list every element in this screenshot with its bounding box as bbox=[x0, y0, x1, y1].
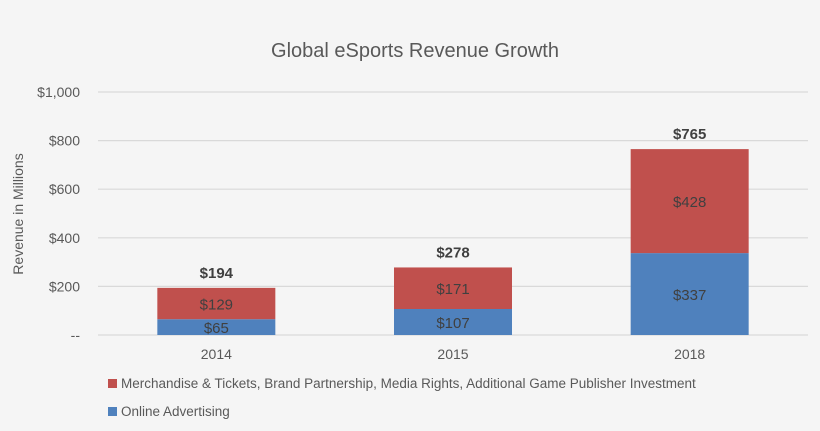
bar-segment bbox=[394, 308, 512, 335]
chart-title: Global eSports Revenue Growth bbox=[271, 40, 559, 62]
x-tick-label: 2018 bbox=[674, 346, 705, 362]
bar-segment bbox=[630, 149, 749, 254]
data-label: $428 bbox=[673, 194, 706, 211]
y-tick-label: $800 bbox=[49, 133, 80, 149]
data-label: $129 bbox=[200, 297, 233, 314]
total-label: $194 bbox=[200, 265, 234, 282]
data-label: $107 bbox=[436, 315, 469, 332]
total-label: $278 bbox=[436, 244, 469, 261]
bar-segment bbox=[630, 253, 749, 335]
y-tick-label: $200 bbox=[49, 278, 80, 294]
bar-segment bbox=[157, 319, 276, 335]
y-tick-label: $400 bbox=[49, 230, 80, 246]
data-label: $65 bbox=[204, 320, 229, 337]
y-axis-label: Revenue in Millions bbox=[10, 153, 26, 274]
x-tick-label: 2015 bbox=[437, 346, 468, 362]
data-label: $337 bbox=[673, 287, 706, 304]
legend-swatch-red bbox=[108, 379, 117, 388]
legend-item-merchandise: Merchandise & Tickets, Brand Partnership… bbox=[108, 376, 696, 391]
total-label: $765 bbox=[673, 126, 706, 143]
bar-segment bbox=[157, 287, 276, 320]
data-label: $171 bbox=[436, 281, 469, 298]
legend-swatch-blue bbox=[108, 407, 117, 416]
y-tick-label: -- bbox=[71, 327, 81, 343]
legend-label: Merchandise & Tickets, Brand Partnership… bbox=[121, 376, 696, 391]
chart: Global eSports Revenue Growth Revenue in… bbox=[10, 40, 808, 362]
x-tick-label: 2014 bbox=[201, 346, 232, 362]
y-tick-label: $600 bbox=[49, 181, 80, 197]
legend-item-online-advertising: Online Advertising bbox=[108, 404, 230, 419]
bar-segment bbox=[394, 267, 512, 309]
y-tick-label: $1,000 bbox=[37, 84, 80, 100]
legend-label: Online Advertising bbox=[121, 404, 230, 419]
